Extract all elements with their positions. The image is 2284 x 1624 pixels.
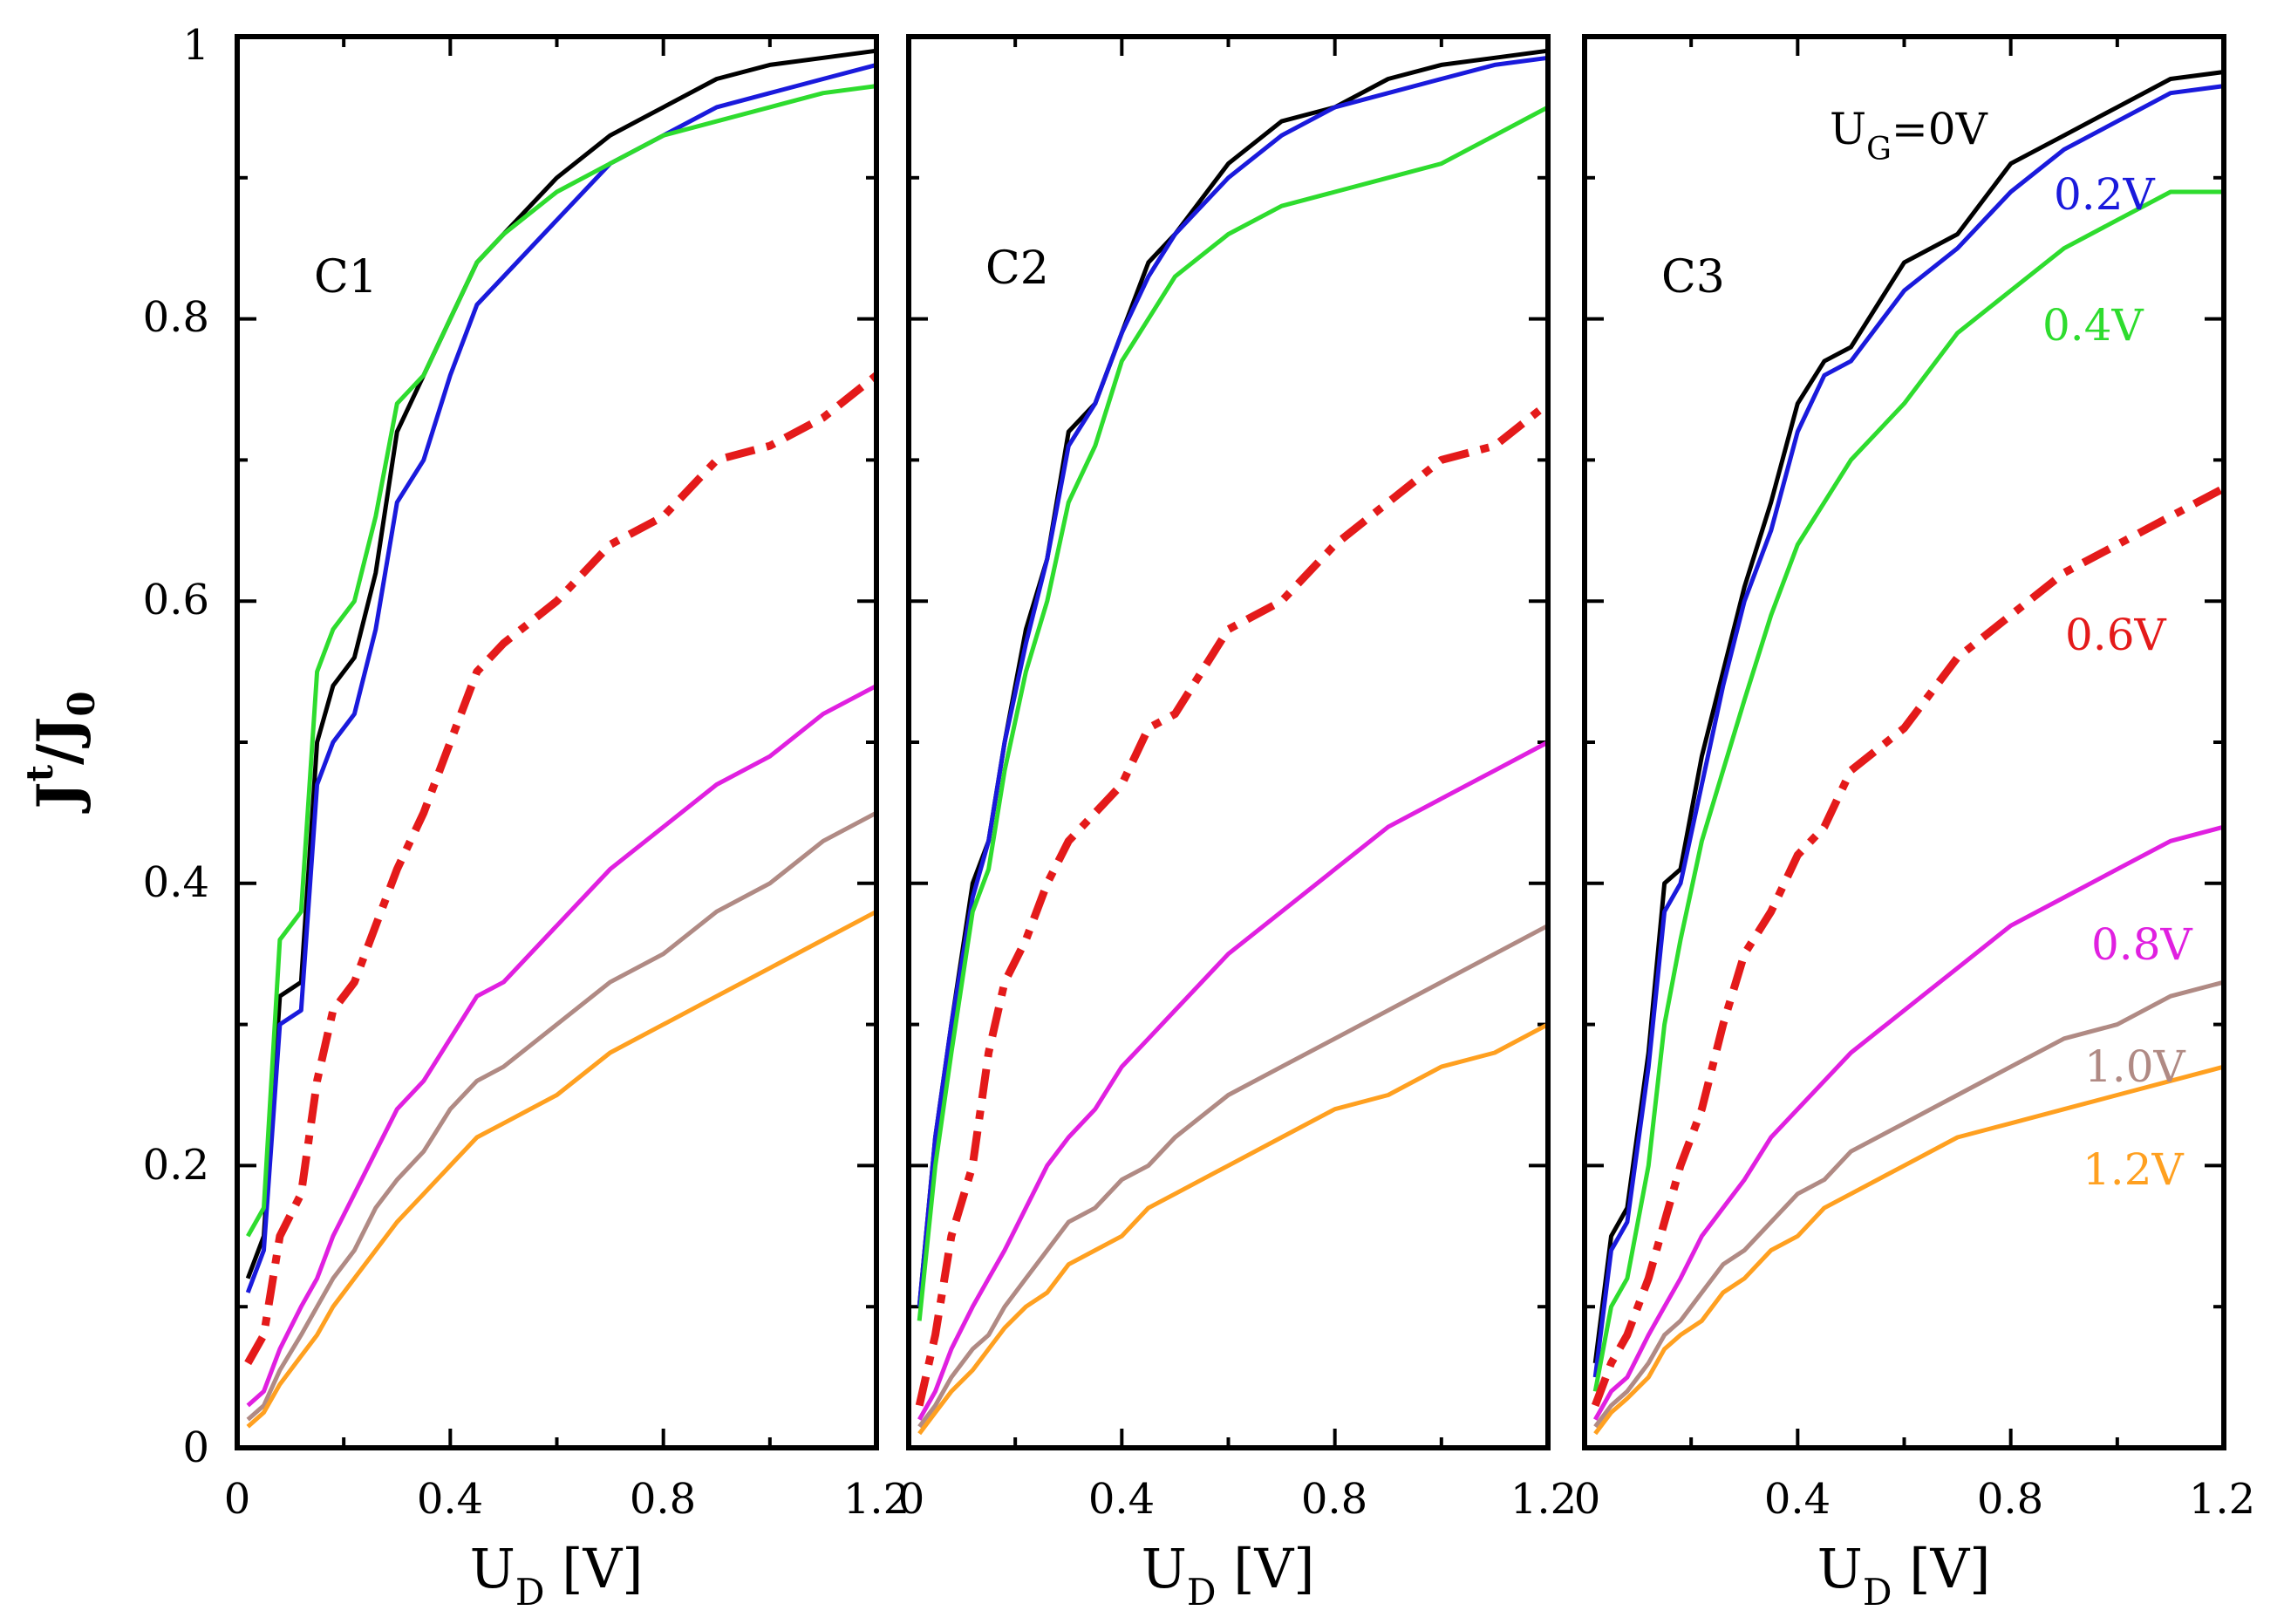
- series-line-0-4v: [1592, 189, 2224, 1392]
- series-line-0-6v: [1591, 484, 2226, 1408]
- series-line-0-4v: [246, 84, 877, 1238]
- panel-c2: C2 0 0.4 0.8 1.2 UD [V]: [898, 34, 1577, 1614]
- annotation-0.8v: 0.8V: [2091, 919, 2193, 970]
- x-tick-label: 1.2: [843, 1475, 910, 1524]
- annotation-1.0v: 1.0V: [2084, 1041, 2186, 1092]
- y-tick-label: 0.6: [143, 576, 209, 624]
- series-line-0-4v: [917, 105, 1550, 1321]
- series-line-1-2v: [917, 1022, 1550, 1436]
- annotation-0.2v: 0.2V: [2054, 169, 2156, 220]
- x-axis-label: UD [V]: [470, 1537, 644, 1614]
- panel-c1: C1 0 0.4 0.8 1.2 UD [V]: [224, 34, 910, 1614]
- panel-frame: [235, 34, 879, 1450]
- series-line-0v: [917, 48, 1549, 1307]
- x-tick-label: 0: [224, 1475, 251, 1524]
- series-line-0-2v: [1592, 84, 2225, 1378]
- series-line-0-8v: [1593, 824, 2225, 1421]
- y-label-sup: t: [18, 764, 61, 781]
- series-line-1-2v: [246, 909, 878, 1429]
- annotation-0.4v: 0.4V: [2042, 300, 2144, 351]
- y-label-sep: /: [24, 743, 92, 765]
- x-tick-label: 0.4: [1088, 1475, 1155, 1524]
- y-label-j: J: [24, 781, 92, 813]
- x-tick-label: 0.4: [1764, 1475, 1831, 1524]
- series-line-0-2v: [245, 62, 877, 1293]
- panel-series: [915, 48, 1551, 1436]
- series-line-0-6v: [915, 400, 1551, 1407]
- panel-title: C3: [1661, 251, 1725, 304]
- x-tick-label: 0.4: [417, 1475, 483, 1524]
- x-tick-label: 0: [1574, 1475, 1601, 1524]
- series-line-0-8v: [917, 740, 1550, 1421]
- y-tick-label: 0: [182, 1423, 209, 1472]
- panel-series: [244, 48, 879, 1429]
- y-tick-label: 0.4: [143, 858, 209, 907]
- series-line-0-6v: [244, 372, 879, 1366]
- series-line-1-2v: [1593, 1064, 2225, 1436]
- annotation-1.2v: 1.2V: [2083, 1144, 2185, 1195]
- x-tick-label: 0.8: [630, 1475, 696, 1524]
- x-tick-label: 0: [898, 1475, 925, 1524]
- y-label-sub: 0: [60, 691, 103, 716]
- y-label-j0: J: [24, 717, 92, 748]
- series-line-0v: [245, 48, 877, 1279]
- x-tick-label: 0.8: [1301, 1475, 1367, 1524]
- panel-ticks: [1583, 35, 2226, 1450]
- svg-text:Jt/J0: Jt/J0: [18, 691, 103, 813]
- series-line-1-0v: [246, 810, 878, 1422]
- y-tick-labels: 0 0.2 0.4 0.6 0.8 1: [143, 21, 209, 1472]
- x-axis-label: UD [V]: [1142, 1537, 1315, 1614]
- x-tick-label: 1.2: [1510, 1475, 1577, 1524]
- annotation-ug0: UG=0V: [1830, 104, 1988, 167]
- series-line-0-2v: [917, 55, 1549, 1307]
- panel-title: C1: [314, 251, 378, 304]
- x-tick-label: 1.2: [2189, 1475, 2255, 1524]
- panel-frame: [1582, 34, 2226, 1450]
- series-line-1-0v: [1593, 979, 2225, 1429]
- series-line-1-0v: [917, 924, 1550, 1429]
- series-line-0-8v: [246, 684, 878, 1408]
- y-tick-label: 0.2: [143, 1141, 209, 1190]
- panel-series: [1591, 70, 2226, 1436]
- panel-title: C2: [985, 242, 1049, 295]
- panel-c3: C3 0 0.4 0.8 1.2 UD [V] UG=0V 0.2V 0.4V …: [1574, 34, 2255, 1614]
- y-tick-label: 0.8: [143, 293, 209, 342]
- x-tick-label: 0.8: [1977, 1475, 2043, 1524]
- annotation-0.6v: 0.6V: [2065, 610, 2167, 660]
- panel-frame: [906, 34, 1551, 1450]
- y-axis-label: Jt/J0: [18, 691, 103, 813]
- x-axis-label: UD [V]: [1817, 1537, 1991, 1614]
- y-tick-label: 1: [182, 21, 209, 70]
